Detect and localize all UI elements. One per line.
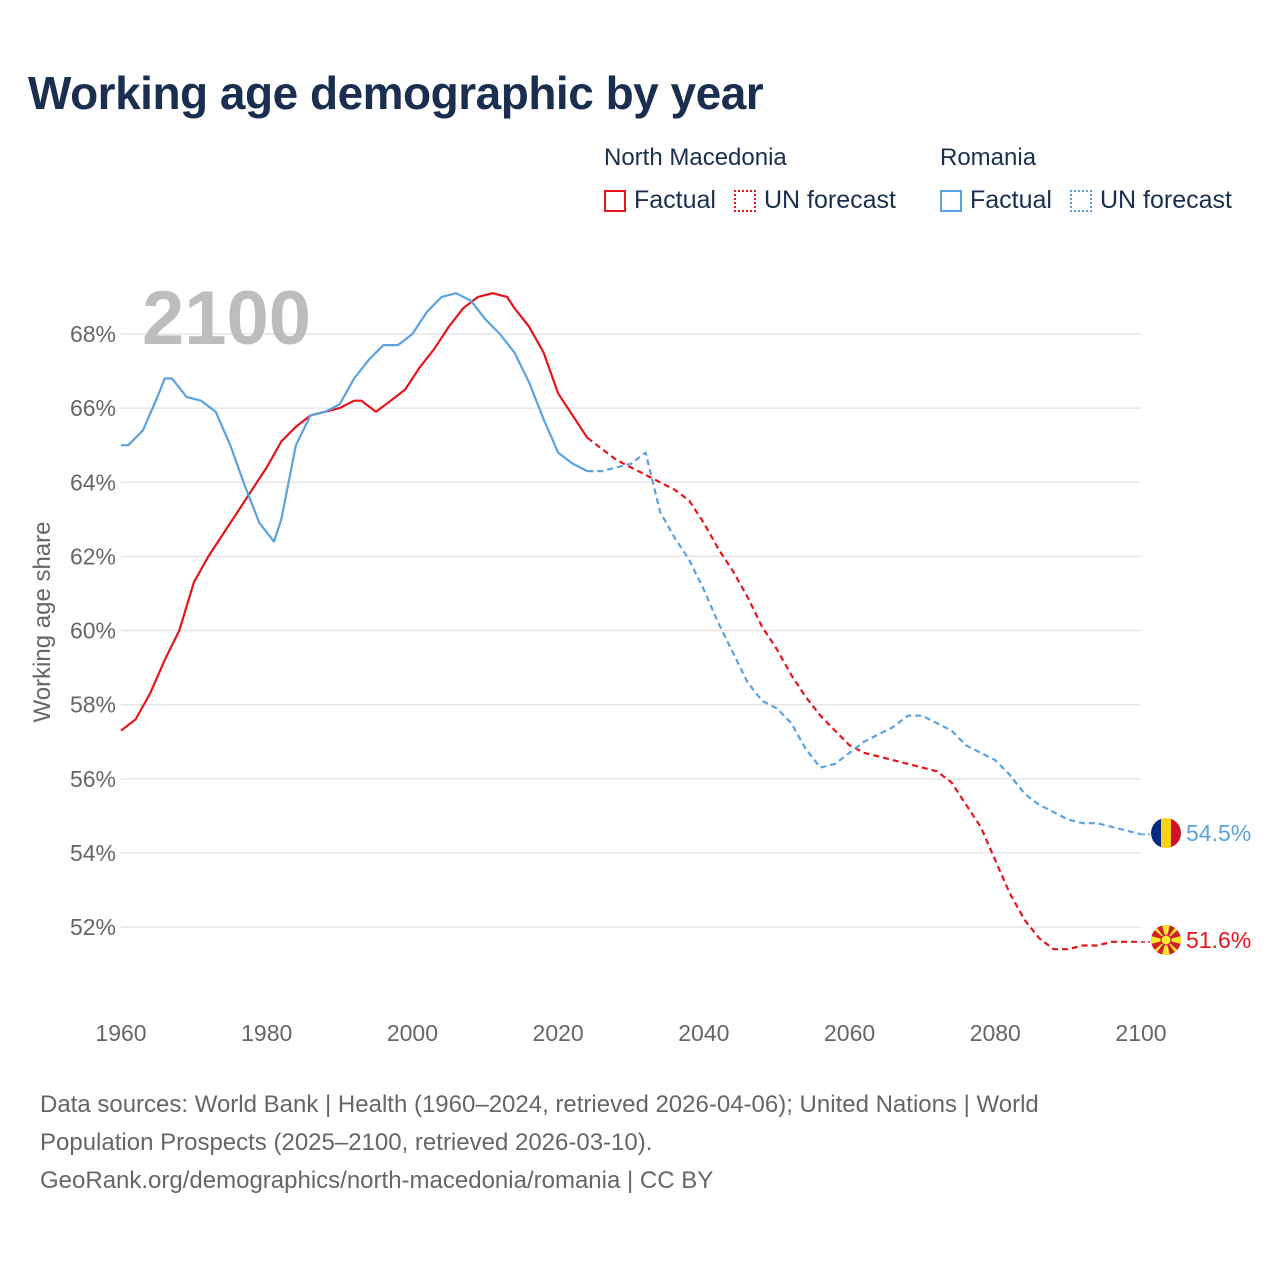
y-tick-label: 68% [70, 321, 116, 347]
line-chart: 2100 52% 54% 56% 58% 60% 62% 64% 66% 68% 1960 198… [29, 276, 1251, 1046]
footer-line-2: Population Prospects (2025–2100, retriev… [40, 1129, 653, 1156]
y-tick-label: 60% [70, 618, 116, 644]
y-tick-label: 52% [70, 914, 116, 940]
x-tick-label: 1960 [95, 1020, 146, 1046]
legend-swatch-dotted [733, 189, 756, 212]
y-tick-label: 66% [70, 395, 116, 421]
year-overlay: 2100 [142, 276, 311, 361]
legend-swatch-dotted [1069, 189, 1092, 212]
legend-forecast-label: UN forecast [763, 186, 896, 214]
footer-line-3[interactable]: GeoRank.org/demographics/north-macedonia… [40, 1167, 714, 1194]
y-tick-label: 56% [70, 766, 116, 792]
legend-factual-romania[interactable]: Factual [940, 186, 1052, 215]
legend-factual-label: Factual [634, 186, 716, 214]
end-label-north-macedonia: 51.6% [1186, 927, 1251, 953]
series-line-romania-factual[interactable] [121, 292, 588, 543]
y-tick-label: 54% [70, 840, 116, 866]
x-tick-label: 2000 [387, 1020, 438, 1046]
chart-title: Working age demographic by year [28, 67, 764, 119]
x-tick-label: 2100 [1115, 1020, 1166, 1046]
series-lines [120, 292, 1150, 951]
footer-line-1: Data sources: World Bank | Health (1960–… [40, 1091, 1039, 1118]
gridlines [121, 333, 1141, 928]
series-line-north-macedonia-forecast[interactable] [586, 436, 1141, 951]
legend-factual-north-macedonia[interactable]: Factual [604, 186, 716, 215]
legend-country-label: North Macedonia [604, 144, 787, 171]
legend-north-macedonia: North Macedonia Factual UN forecast [604, 144, 914, 215]
y-axis-label: Working age share [29, 522, 56, 723]
y-tick-label: 62% [70, 543, 116, 569]
legend-swatch-solid [604, 189, 626, 212]
legend-forecast-north-macedonia[interactable]: UN forecast [733, 186, 896, 215]
x-tick-label: 2020 [533, 1020, 584, 1046]
legend-romania: Romania Factual UN forecast [940, 144, 1250, 215]
x-tick-label: 2040 [678, 1020, 729, 1046]
x-tick-label: 1980 [241, 1020, 292, 1046]
y-tick-labels: 52% 54% 56% 58% 60% 62% 64% 66% 68% [70, 321, 116, 940]
footer-sources: Data sources: World Bank | Health (1960–… [40, 1086, 1240, 1200]
x-tick-label: 2060 [824, 1020, 875, 1046]
series-line-romania-forecast[interactable] [587, 451, 1142, 836]
legend-factual-label: Factual [970, 186, 1052, 214]
legend-forecast-romania[interactable]: UN forecast [1069, 186, 1232, 215]
legend-country-label: Romania [940, 144, 1037, 171]
y-tick-label: 64% [70, 469, 116, 495]
flag-north-macedonia-icon [1151, 925, 1181, 955]
y-tick-label: 58% [70, 692, 116, 718]
flag-romania-icon [1151, 818, 1181, 848]
series-line-north-macedonia-factual[interactable] [120, 292, 589, 732]
legend-forecast-label: UN forecast [1099, 186, 1232, 214]
end-label-romania: 54.5% [1186, 820, 1251, 846]
legend-swatch-solid [940, 189, 962, 212]
x-tick-label: 2080 [970, 1020, 1021, 1046]
x-tick-labels: 1960 1980 2000 2020 2040 2060 2080 2100 [95, 1020, 1166, 1046]
